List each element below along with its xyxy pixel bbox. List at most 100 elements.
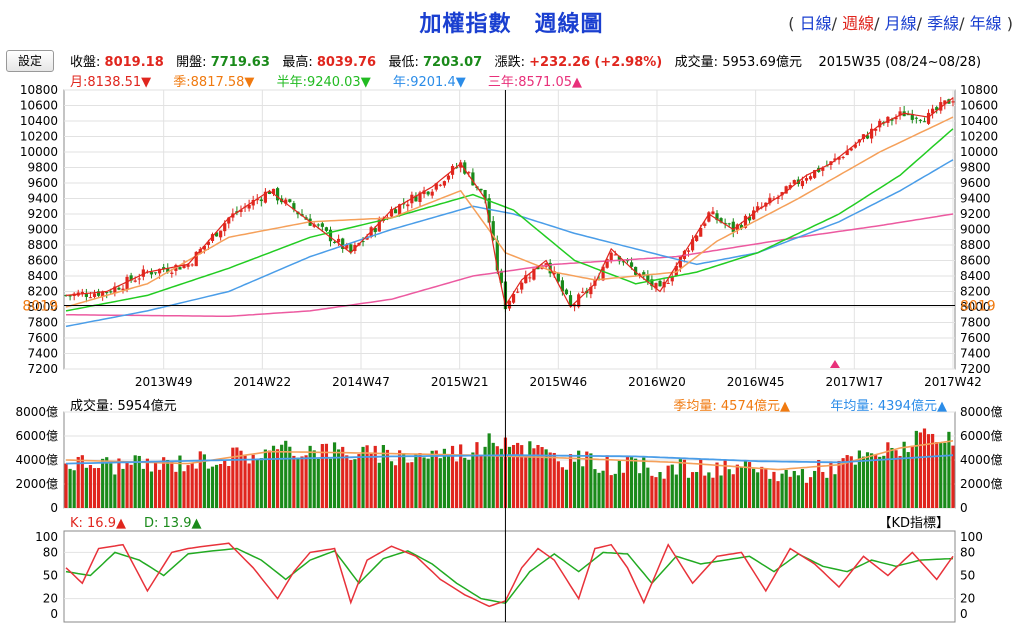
candle-body	[719, 218, 723, 223]
period-quarter-link[interactable]: 季線	[927, 14, 960, 33]
volume-bar	[178, 455, 182, 508]
candle-body	[898, 111, 902, 116]
cursor-value-left: 8019	[22, 299, 58, 315]
candle-body	[768, 197, 772, 204]
volume-right-tick-label: 0	[960, 501, 968, 515]
volume-bar	[658, 472, 662, 508]
volume-bar	[377, 462, 381, 508]
period-month-link[interactable]: 月線	[884, 14, 917, 33]
candle-body	[581, 291, 585, 293]
period-day-link[interactable]: 日線	[799, 14, 832, 33]
volume-bar	[84, 467, 88, 508]
volume-bar	[833, 474, 837, 508]
candle-body	[926, 112, 931, 124]
volume-bar	[544, 449, 548, 508]
price-left-tick-label: 9400	[27, 192, 58, 206]
price-left-tick-label: 8400	[27, 269, 58, 283]
volume-bar	[686, 477, 691, 508]
volume-bar	[76, 456, 80, 508]
volume-bar	[109, 463, 113, 508]
volume-bar	[524, 454, 528, 508]
price-right-tick-label: 8000	[960, 300, 991, 314]
kd-right-tick-label: 0	[960, 607, 968, 621]
candle-body	[678, 256, 682, 268]
ma-half-line	[65, 128, 954, 312]
volume-bar	[646, 467, 650, 508]
volume-bar	[92, 468, 97, 508]
volume-bar	[882, 455, 886, 508]
price-left-tick-label: 9800	[27, 161, 58, 175]
volume-bar	[402, 452, 406, 508]
volume-bar	[357, 454, 361, 508]
candle-body	[194, 251, 198, 267]
period-week-link[interactable]: 週線	[842, 14, 875, 33]
price-x-tick-label: 2013W49	[135, 375, 193, 389]
volume-bar	[194, 468, 198, 508]
settings-button[interactable]: 設定	[6, 50, 54, 72]
candle-body	[532, 268, 536, 280]
candle-body	[511, 294, 516, 303]
volume-bar	[450, 445, 455, 508]
ma-year-line	[65, 159, 954, 328]
price-left-tick-label: 9000	[27, 223, 58, 237]
volume-bar	[467, 459, 471, 508]
candle-body	[316, 224, 320, 226]
candle-body	[869, 128, 874, 139]
candle-body	[666, 282, 670, 284]
volume-bar	[68, 468, 72, 508]
volume-bar	[479, 455, 483, 508]
volume-bar	[430, 450, 434, 508]
volume-bar	[369, 453, 373, 508]
kd-left-tick-label: 100	[35, 530, 58, 544]
price-left-tick-label: 7400	[27, 347, 58, 361]
volume-bar	[613, 473, 617, 508]
candle-body	[271, 188, 276, 194]
candle-body	[96, 291, 101, 296]
volume-bar	[271, 445, 276, 508]
volume-bar	[96, 467, 101, 508]
candle-body	[914, 117, 918, 119]
volume-bar	[202, 454, 206, 508]
volume-bar	[113, 474, 117, 508]
volume-bar	[597, 472, 601, 508]
candle-body	[377, 219, 381, 232]
volume-bar	[455, 461, 459, 508]
volume-bar	[752, 468, 756, 508]
volume-bar	[414, 454, 418, 508]
volume-bar	[105, 457, 109, 508]
price-right-tick-label: 8800	[960, 238, 991, 252]
kd-k-label: K: 16.9▲	[70, 516, 126, 531]
candle-body	[455, 167, 459, 169]
candle-body	[658, 280, 662, 287]
volume-bar	[231, 447, 235, 508]
price-left-tick-label: 7200	[27, 362, 58, 376]
volume-label: 成交量:	[674, 55, 719, 70]
volume-bar	[788, 476, 792, 508]
volume-bar	[483, 446, 487, 508]
volume-bar	[878, 456, 882, 508]
candle-body	[617, 256, 621, 262]
open-label: 開盤:	[176, 55, 207, 70]
volume-bar	[243, 455, 247, 508]
price-right-tick-label: 9600	[960, 176, 991, 190]
volume-quarter-average-label: 季均量: 4574億元▲	[673, 398, 790, 414]
volume-bar	[275, 449, 280, 508]
candle-body	[80, 291, 84, 295]
volume-bar	[532, 448, 536, 508]
volume-bar	[902, 441, 906, 508]
volume-bar	[792, 470, 796, 508]
volume-right-tick-label: 6000億	[960, 429, 1003, 443]
volume-bar	[935, 442, 939, 508]
price-right-tick-label: 7200	[960, 362, 991, 376]
volume-bar	[581, 466, 585, 508]
candle-body	[886, 116, 890, 123]
candle-body	[133, 280, 137, 282]
candle-body	[198, 249, 202, 254]
period-year-link[interactable]: 年線	[969, 14, 1002, 33]
volume-bar	[471, 452, 475, 508]
volume-bar	[670, 464, 674, 508]
volume-bar	[577, 450, 581, 508]
candle-body	[804, 178, 809, 181]
low-label: 最低:	[388, 55, 419, 70]
